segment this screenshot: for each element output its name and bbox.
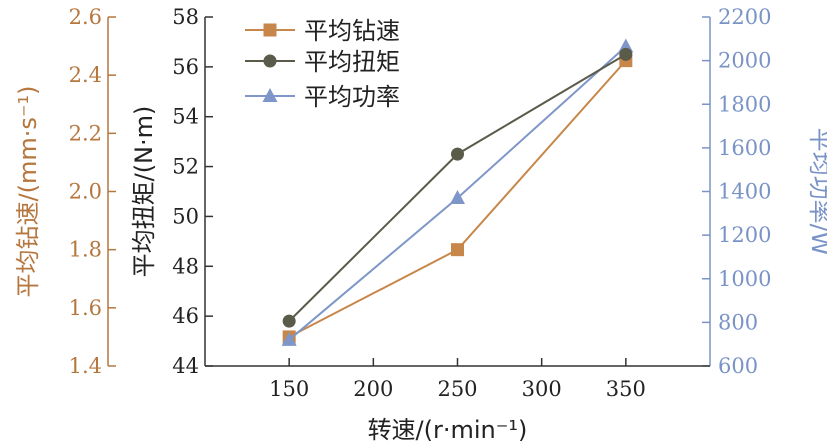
x-tick-label: 300: [522, 377, 562, 401]
power-tick-label: 2000: [718, 49, 771, 73]
legend-marker-2: [262, 88, 278, 102]
power-tick-label: 1800: [718, 92, 771, 116]
power-axis: 600 800 1000 1200 1400 1600 1800 2000 2200 平均功率/W: [702, 5, 827, 378]
power-axis-title: 平均功率/W: [806, 128, 827, 256]
legend-marker-1: [263, 54, 277, 68]
speed-axis-title: 平均钻速/(mm·s⁻¹): [14, 86, 42, 298]
torque-tick-label: 50: [172, 204, 199, 228]
torque-tick-label: 48: [172, 254, 199, 278]
torque-axis: 44 46 48 50 52 54 56 58 平均扭矩/(N·m): [130, 5, 213, 378]
power-tick-label: 2200: [718, 5, 771, 29]
power-tick-label: 1200: [718, 223, 771, 247]
torque-tick-label: 54: [172, 105, 199, 129]
x-tick-label: 150: [269, 377, 309, 401]
torque-tick-label: 44: [172, 354, 199, 378]
legend-label-0: 平均钻速: [304, 17, 400, 45]
torque-tick-label: 46: [172, 304, 199, 328]
speed-tick-label: 2.4: [69, 63, 102, 87]
series-point-2: [618, 38, 634, 53]
x-axis: 150 200 250 300 350 转速/(r·min⁻¹): [205, 358, 710, 444]
x-tick-label: 200: [353, 377, 393, 401]
speed-tick-label: 1.4: [69, 354, 102, 378]
torque-axis-title: 平均扭矩/(N·m): [130, 106, 158, 278]
speed-tick-label: 2.2: [69, 121, 102, 145]
speed-tick-label: 2.6: [69, 5, 102, 29]
power-tick-label: 1600: [718, 136, 771, 160]
series-point-0: [451, 243, 464, 257]
series-point-2: [281, 331, 297, 346]
speed-tick-label: 1.8: [69, 238, 102, 262]
power-tick-label: 600: [718, 354, 758, 378]
power-tick-label: 800: [718, 310, 758, 334]
x-axis-title: 转速/(r·min⁻¹): [368, 416, 528, 444]
series-point-1: [282, 314, 296, 328]
torque-tick-label: 58: [172, 5, 199, 29]
power-tick-label: 1400: [718, 180, 771, 204]
series-point-1: [619, 47, 633, 61]
series-point-2: [450, 190, 465, 205]
x-tick-label: 350: [606, 377, 646, 401]
speed-tick-label: 1.6: [69, 296, 102, 320]
plot-series: [281, 38, 634, 346]
torque-tick-label: 56: [172, 55, 199, 79]
legend-marker-0: [263, 23, 277, 37]
legend-label-1: 平均扭矩: [304, 48, 400, 76]
x-tick-label: 250: [437, 377, 477, 401]
speed-tick-label: 2.0: [69, 180, 102, 204]
series-point-1: [451, 147, 464, 161]
torque-tick-label: 52: [172, 155, 199, 179]
speed-axis: 1.4 1.6 1.8 2.0 2.2 2.4 2.6 平均钻速/(mm·s⁻¹): [14, 5, 116, 378]
power-tick-label: 1000: [718, 267, 771, 291]
legend-label-2: 平均功率: [304, 83, 400, 111]
